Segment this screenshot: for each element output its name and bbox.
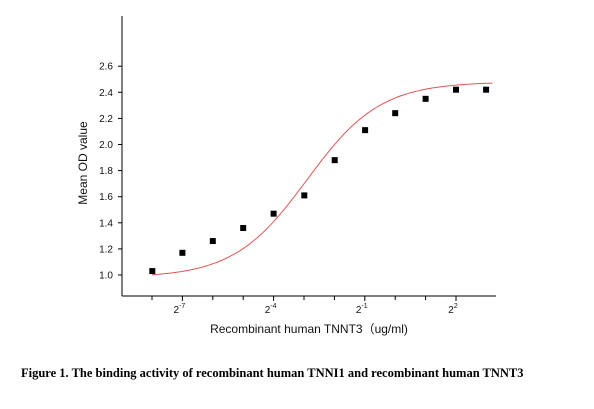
data-point [301, 192, 308, 199]
data-points [149, 86, 490, 275]
data-point [362, 127, 369, 134]
x-axis-title: Recombinant human TNNT3（ug/ml) [210, 322, 408, 336]
data-point [270, 210, 277, 217]
data-point [179, 249, 186, 256]
y-axis-title: Mean OD value [76, 121, 90, 205]
data-point [149, 268, 156, 275]
x-tick-label: 22 [448, 303, 458, 316]
x-tick-label: 2-4 [265, 303, 277, 316]
y-tick-label: 2.0 [99, 140, 113, 151]
plot-area: 1.0 1.2 1.4 1.6 1.8 2.0 2.2 2.4 2.6 2-7 2-4 2-1 22 [99, 16, 496, 316]
y-tick-label: 1.0 [99, 271, 113, 282]
x-tick-label: 2-1 [356, 303, 368, 316]
data-point [240, 225, 247, 232]
figure-caption: Figure 1. The binding activity of recomb… [21, 366, 524, 380]
fit-curve [151, 82, 493, 276]
data-point [209, 238, 216, 245]
data-point [392, 110, 399, 117]
data-point [453, 86, 459, 93]
x-tick-label: 2-7 [174, 303, 186, 316]
data-point [422, 95, 429, 102]
y-tick-label: 1.6 [99, 192, 113, 203]
data-point [483, 86, 490, 93]
y-axis-ticks: 1.0 1.2 1.4 1.6 1.8 2.0 2.2 2.4 2.6 [99, 62, 122, 282]
y-tick-label: 1.4 [99, 218, 113, 229]
y-tick-label: 2.2 [99, 114, 113, 125]
x-axis-ticks: 2-7 2-4 2-1 22 [151, 296, 458, 316]
y-tick-label: 2.6 [99, 62, 113, 73]
data-point [331, 157, 338, 164]
y-tick-label: 2.4 [99, 88, 113, 99]
y-tick-label: 1.2 [99, 244, 113, 255]
binding-activity-chart: 1.01.21.41.61.82.02.22.42.6 2-7 2-4 2-1 22 … [76, 16, 496, 336]
y-tick-label: 1.8 [99, 166, 113, 177]
